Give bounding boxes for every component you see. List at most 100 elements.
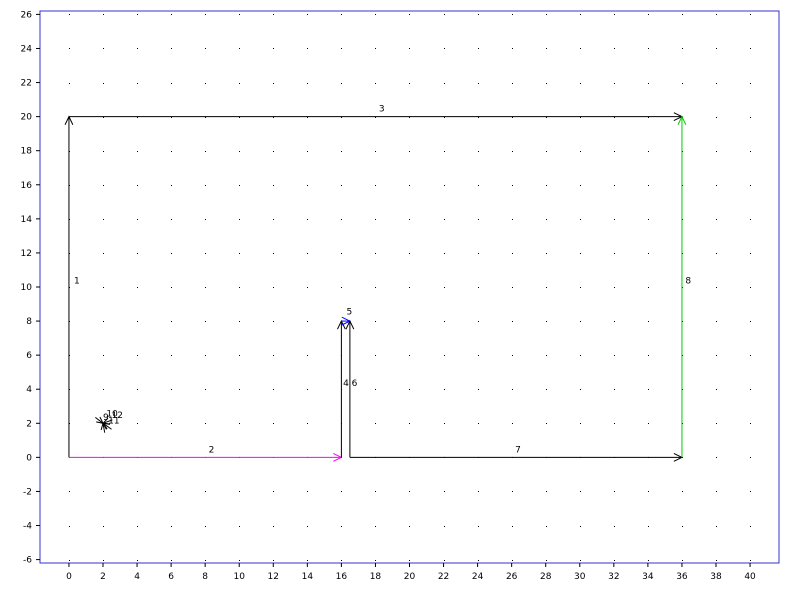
grid-dot: [307, 355, 308, 356]
grid-dot: [171, 83, 172, 84]
grid-dot: [682, 151, 683, 152]
grid-dot: [69, 423, 70, 424]
grid-dot: [375, 560, 376, 561]
grid-dot: [614, 526, 615, 527]
grid-dot: [171, 287, 172, 288]
grid-dot: [307, 491, 308, 492]
cluster-arrow: [95, 416, 104, 425]
x-tick-label: 18: [370, 572, 382, 582]
edge-label-3: 3: [379, 105, 385, 115]
grid-dot: [716, 83, 717, 84]
grid-dot: [614, 14, 615, 15]
grid-dot: [444, 389, 445, 390]
grid-dot: [205, 321, 206, 322]
edge-label-7: 7: [515, 445, 521, 455]
grid-dot: [239, 117, 240, 118]
grid-dot: [580, 219, 581, 220]
grid-dot: [444, 117, 445, 118]
grid-dot: [716, 14, 717, 15]
grid-dot: [239, 14, 240, 15]
grid-dot: [682, 185, 683, 186]
grid-dot: [750, 491, 751, 492]
grid-dot: [648, 423, 649, 424]
grid-dot: [137, 48, 138, 49]
grid-dot: [307, 151, 308, 152]
y-tick-label: 10: [21, 283, 33, 293]
grid-dot: [137, 253, 138, 254]
grid-dot: [137, 389, 138, 390]
grid-dot: [750, 117, 751, 118]
grid-dot: [375, 14, 376, 15]
grid-dot: [239, 560, 240, 561]
grid-dot: [69, 526, 70, 527]
grid-dot: [409, 526, 410, 527]
grid-dot: [137, 219, 138, 220]
x-tick-label: 4: [134, 572, 140, 582]
grid-dot: [750, 14, 751, 15]
grid-dot: [546, 491, 547, 492]
grid-dot: [171, 321, 172, 322]
grid-dot: [512, 560, 513, 561]
grid-dot: [341, 83, 342, 84]
grid-dot: [716, 219, 717, 220]
grid-dot: [716, 423, 717, 424]
x-tick-label: 14: [302, 572, 314, 582]
grid-dot: [750, 48, 751, 49]
grid-dot: [171, 560, 172, 561]
grid-dot: [103, 355, 104, 356]
grid-dot: [750, 355, 751, 356]
grid-dot: [444, 526, 445, 527]
grid-dot: [614, 151, 615, 152]
grid-dot: [205, 151, 206, 152]
grid-dot: [103, 48, 104, 49]
grid-dot: [614, 48, 615, 49]
x-tick-label: 28: [540, 572, 552, 582]
grid-dot: [750, 457, 751, 458]
grid-dot: [205, 253, 206, 254]
grid-dot: [512, 491, 513, 492]
grid-dot: [341, 219, 342, 220]
x-tick-label: 24: [472, 572, 484, 582]
grid-dot: [375, 355, 376, 356]
grid-dot: [648, 287, 649, 288]
grid-dot: [716, 491, 717, 492]
grid-dot: [273, 423, 274, 424]
grid-dot: [614, 83, 615, 84]
grid-dot: [409, 287, 410, 288]
grid-dot: [648, 560, 649, 561]
grid-dot: [205, 117, 206, 118]
grid-dot: [69, 151, 70, 152]
grid-dot: [239, 526, 240, 527]
grid-dot: [648, 253, 649, 254]
cluster-arrows: [95, 416, 113, 433]
grid-dot: [103, 219, 104, 220]
grid-dot: [69, 321, 70, 322]
grid-dot: [171, 48, 172, 49]
grid-dot: [273, 14, 274, 15]
grid-dot: [478, 83, 479, 84]
grid-dot: [648, 526, 649, 527]
edge-label-6: 6: [352, 379, 358, 389]
grid-dot: [307, 321, 308, 322]
grid-dot: [444, 560, 445, 561]
grid-dot: [69, 48, 70, 49]
grid-dot: [171, 151, 172, 152]
grid-dot: [648, 117, 649, 118]
grid-dot: [239, 151, 240, 152]
grid-dot: [205, 48, 206, 49]
x-tick-label: 36: [676, 572, 688, 582]
grid-dot: [478, 355, 479, 356]
grid-dot: [409, 83, 410, 84]
grid-dot: [205, 185, 206, 186]
grid-dot: [307, 560, 308, 561]
grid-dot: [375, 253, 376, 254]
grid-dot: [614, 491, 615, 492]
grid-dot: [171, 526, 172, 527]
grid-dot: [580, 321, 581, 322]
grid-dot: [205, 423, 206, 424]
grid-dot: [103, 389, 104, 390]
grid-dot: [69, 491, 70, 492]
grid-dot: [512, 219, 513, 220]
grid-dot: [546, 355, 547, 356]
grid-dot: [307, 389, 308, 390]
